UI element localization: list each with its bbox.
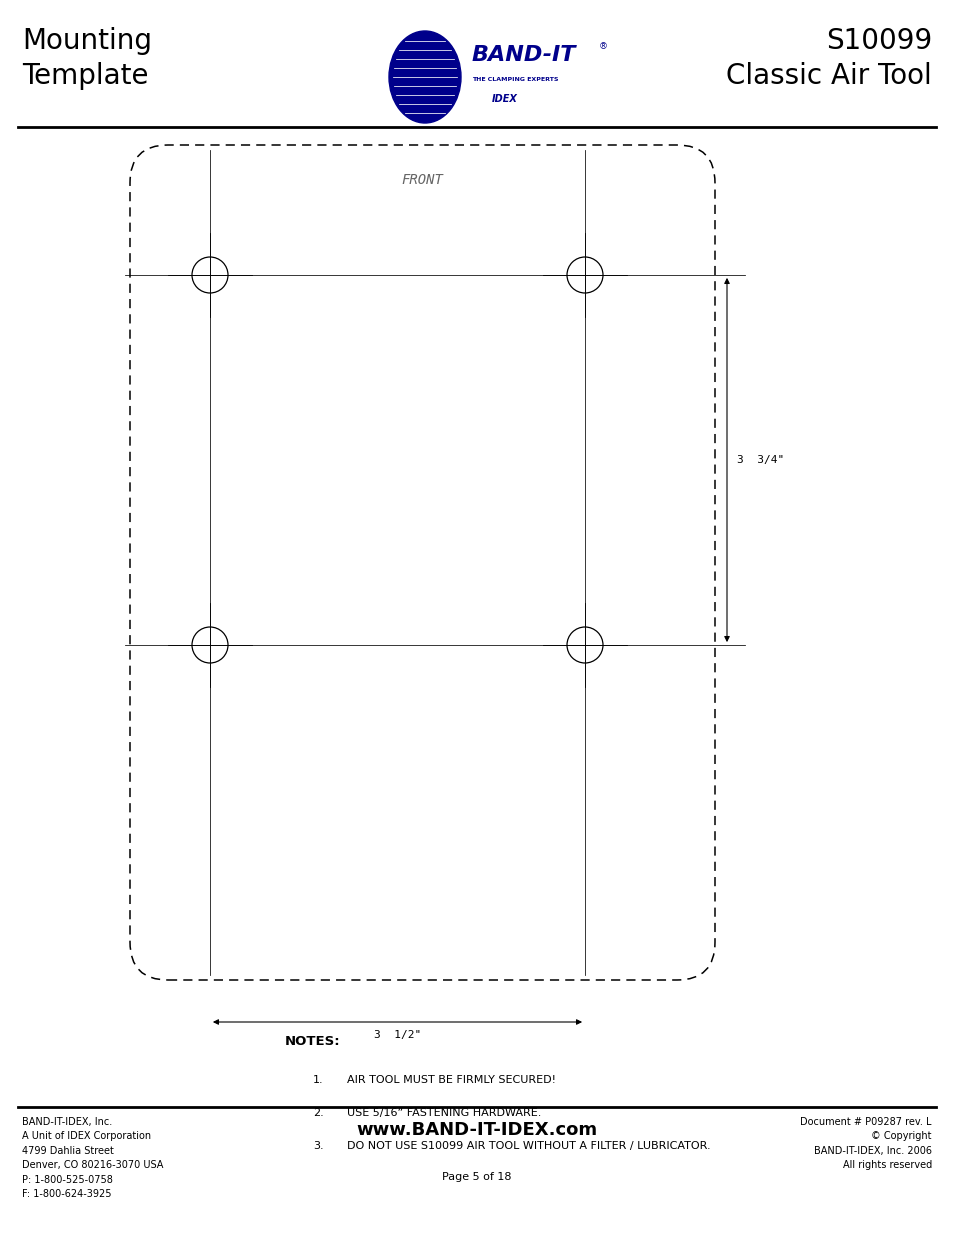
Text: 2.: 2. xyxy=(313,1108,323,1118)
Text: NOTES:: NOTES: xyxy=(285,1035,340,1049)
Text: FRONT: FRONT xyxy=(401,173,443,186)
Text: IDEX: IDEX xyxy=(492,94,517,104)
Text: THE CLAMPING EXPERTS: THE CLAMPING EXPERTS xyxy=(472,77,558,82)
Text: Document # P09287 rev. L
© Copyright
BAND-IT-IDEX, Inc. 2006
All rights reserved: Document # P09287 rev. L © Copyright BAN… xyxy=(800,1116,931,1171)
Text: ®: ® xyxy=(598,42,607,52)
Text: 3  3/4": 3 3/4" xyxy=(737,454,783,466)
Text: AIR TOOL MUST BE FIRMLY SECURED!: AIR TOOL MUST BE FIRMLY SECURED! xyxy=(347,1074,556,1086)
Text: Page 5 of 18: Page 5 of 18 xyxy=(442,1172,511,1182)
Text: 3  1/2": 3 1/2" xyxy=(374,1030,420,1040)
Text: DO NOT USE S10099 AIR TOOL WITHOUT A FILTER / LUBRICATOR.: DO NOT USE S10099 AIR TOOL WITHOUT A FIL… xyxy=(347,1141,710,1151)
Text: USE 5/16” FASTENING HARDWARE.: USE 5/16” FASTENING HARDWARE. xyxy=(347,1108,540,1118)
Text: BAND-IT: BAND-IT xyxy=(472,44,576,65)
Ellipse shape xyxy=(389,31,460,124)
Text: BAND-IT-IDEX, Inc.
A Unit of IDEX Corporation
4799 Dahlia Street
Denver, CO 8021: BAND-IT-IDEX, Inc. A Unit of IDEX Corpor… xyxy=(22,1116,163,1199)
Text: www.BAND-IT-IDEX.com: www.BAND-IT-IDEX.com xyxy=(356,1121,597,1139)
Text: Mounting
Template: Mounting Template xyxy=(22,27,152,90)
Text: 1.: 1. xyxy=(313,1074,323,1086)
Text: S10099
Classic Air Tool: S10099 Classic Air Tool xyxy=(725,27,931,90)
Text: 3.: 3. xyxy=(313,1141,323,1151)
